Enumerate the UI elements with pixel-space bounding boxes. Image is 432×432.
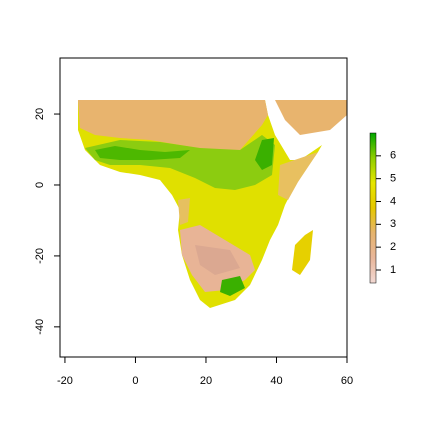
legend-tick-label: 5 xyxy=(390,173,396,185)
legend-bar xyxy=(369,132,377,284)
x-tick-label: 0 xyxy=(132,375,138,387)
x-tick-label: 40 xyxy=(270,375,282,387)
x-tick-label: 20 xyxy=(200,375,212,387)
y-tick-label: 20 xyxy=(34,108,46,120)
legend-tick-label: 1 xyxy=(390,264,396,276)
y-tick-label: 0 xyxy=(34,182,46,188)
y-tick-label: -20 xyxy=(34,248,46,264)
legend-tick-label: 2 xyxy=(390,241,396,253)
legend-tick-label: 6 xyxy=(390,150,396,162)
legend-tick-label: 4 xyxy=(390,195,396,207)
x-tick-label: 60 xyxy=(341,375,353,387)
raster-map xyxy=(78,100,347,308)
y-tick-label: -40 xyxy=(34,319,46,335)
x-tick-label: -20 xyxy=(57,375,73,387)
legend-tick-label: 3 xyxy=(390,218,396,230)
